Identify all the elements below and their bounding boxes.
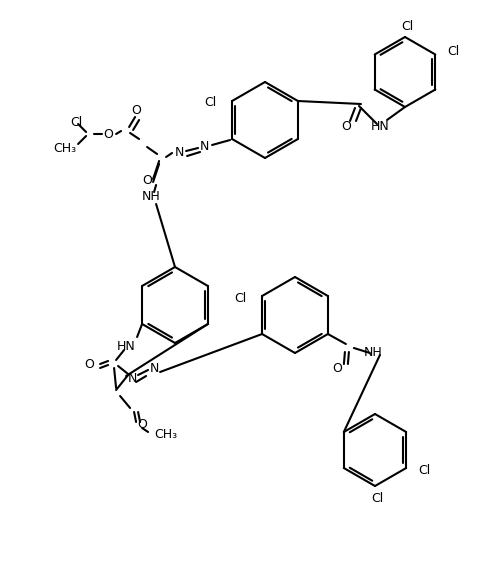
Text: O: O bbox=[341, 120, 351, 132]
Text: Cl: Cl bbox=[371, 491, 383, 504]
Text: NH: NH bbox=[142, 190, 160, 203]
Text: Cl: Cl bbox=[447, 45, 459, 58]
Text: O: O bbox=[103, 128, 113, 140]
Text: O: O bbox=[131, 104, 141, 117]
Text: HN: HN bbox=[371, 120, 389, 133]
Text: N: N bbox=[127, 372, 137, 385]
Text: NH: NH bbox=[364, 347, 382, 360]
Text: O: O bbox=[142, 173, 152, 186]
Text: HN: HN bbox=[117, 340, 135, 353]
Text: Cl: Cl bbox=[234, 291, 246, 304]
Text: N: N bbox=[199, 140, 209, 153]
Text: O: O bbox=[84, 357, 94, 370]
Text: Cl: Cl bbox=[70, 116, 82, 128]
Text: N: N bbox=[175, 145, 184, 158]
Text: CH₃: CH₃ bbox=[53, 141, 76, 154]
Text: CH₃: CH₃ bbox=[154, 428, 177, 441]
Text: Cl: Cl bbox=[401, 21, 413, 34]
Text: N: N bbox=[149, 361, 159, 374]
Text: Cl: Cl bbox=[418, 463, 430, 477]
Text: O: O bbox=[137, 417, 147, 430]
Text: Cl: Cl bbox=[204, 96, 216, 109]
Text: O: O bbox=[332, 361, 342, 374]
